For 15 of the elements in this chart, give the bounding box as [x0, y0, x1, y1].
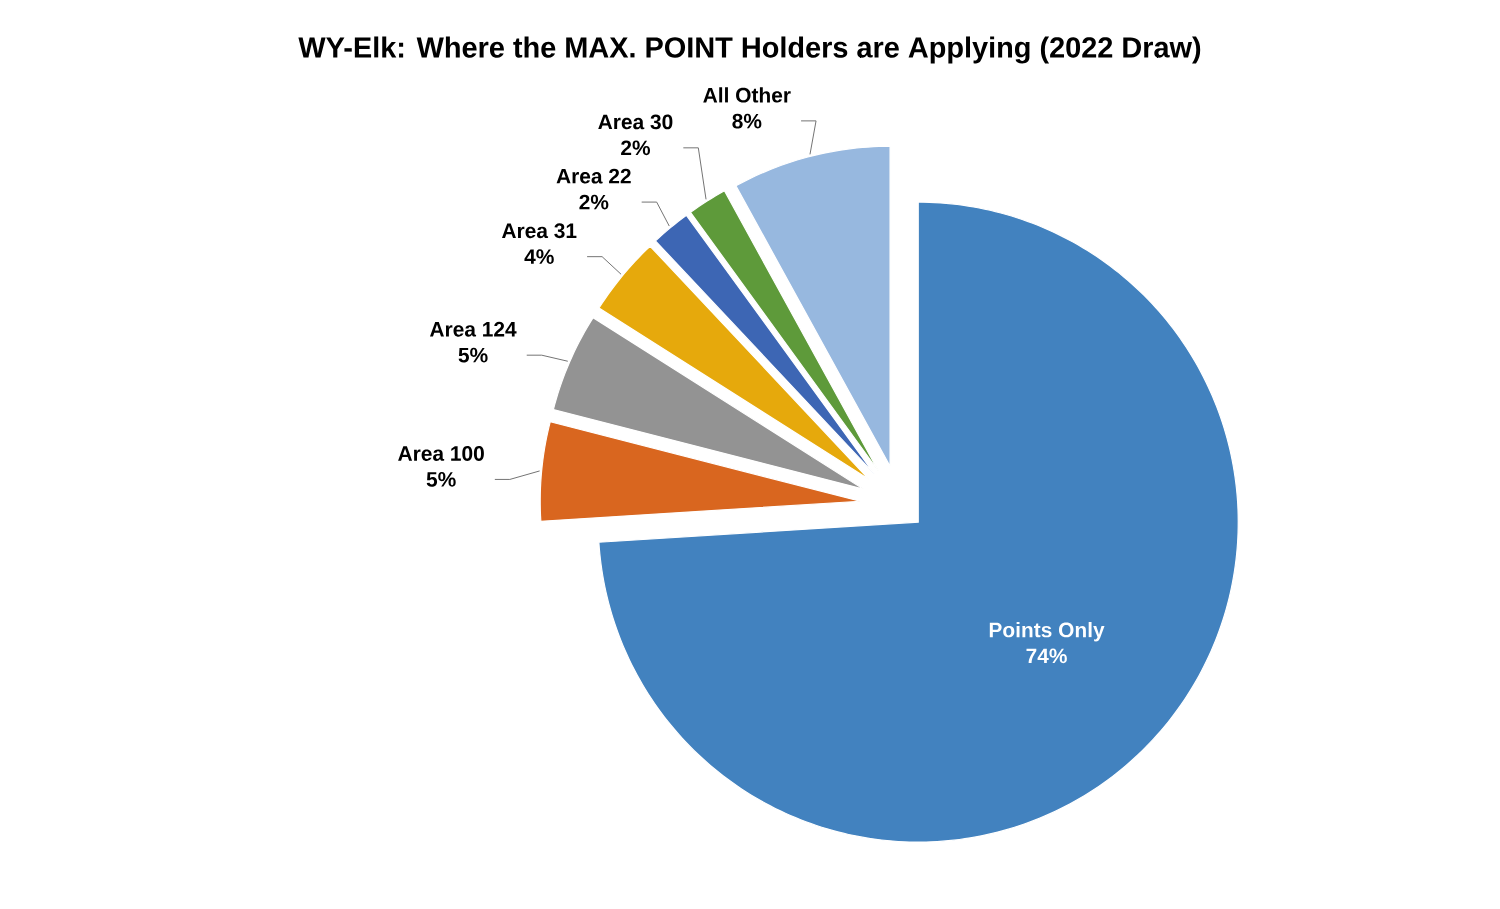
data-label: 5%	[426, 472, 456, 487]
chart-title: WY-Elk: Where the MAX. POINT Holders are Applying (2022 Draw)	[298, 36, 1201, 64]
slice-label: Area 31	[501, 223, 577, 239]
data-label: 2%	[579, 194, 609, 210]
slice-label: Area 124	[429, 321, 517, 337]
data-label: 8%	[732, 113, 762, 129]
slice-label: Points Only	[989, 621, 1105, 642]
data-label: 4%	[524, 249, 554, 264]
slice-label: All Other	[703, 87, 791, 103]
data-label: 2%	[621, 140, 651, 156]
slice-label: Area 100	[398, 446, 484, 461]
data-label: 74%	[1026, 648, 1067, 664]
data-label: 5%	[458, 347, 488, 363]
slice-label: Area 30	[598, 114, 673, 130]
slice-label: Area 22	[556, 168, 631, 184]
